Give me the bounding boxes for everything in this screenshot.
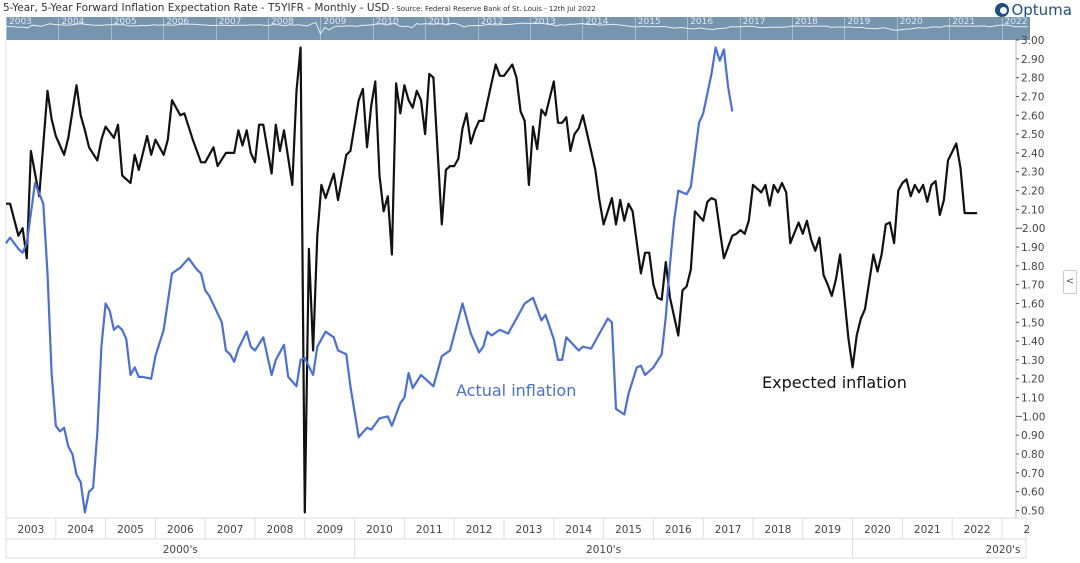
source-text: - Source: Federal Reserve Bank of St. Lo… (389, 5, 596, 13)
x-tick-label: 2010 (366, 524, 393, 536)
x-tick-label: 2004 (67, 524, 94, 536)
chart-title: 5-Year, 5-Year Forward Inflation Expecta… (3, 2, 596, 14)
y-tick-label: 2.60 (1021, 110, 1044, 122)
y-tick-label: 2.20 (1021, 186, 1044, 198)
navigator-year-label: 2021 (949, 17, 975, 40)
x-tick-label: 2011 (416, 524, 443, 536)
x-tick-label: 2003 (18, 524, 45, 536)
y-tick-label: 1.50 (1021, 317, 1044, 329)
x-tick-label: 2022 (964, 524, 991, 536)
actual-inflation-label: Actual inflation (456, 381, 576, 400)
x-tick-label: 2020 (864, 524, 891, 536)
navigator-year-label: 2013 (530, 17, 556, 40)
y-tick-label: 1.40 (1021, 336, 1044, 348)
actual-inflation-line (5, 46, 734, 514)
expected-inflation-label: Expected inflation (762, 373, 907, 392)
navigator-year-label: 2006 (163, 17, 189, 40)
y-tick-label: 1.90 (1021, 242, 1044, 254)
logo-mark-icon (995, 3, 1010, 17)
x-tick-label: 2 (1024, 524, 1031, 536)
navigator-year-label: 2019 (844, 17, 870, 40)
x-tick-label: 2016 (665, 524, 692, 536)
x-tick-label: 2018 (765, 524, 792, 536)
y-tick-label: 1.00 (1022, 411, 1045, 423)
y-tick-label: 2.90 (1021, 54, 1044, 66)
y-tick-label: 0.70 (1021, 468, 1044, 480)
navigator-line (6, 22, 1028, 35)
logo-text: Optuma (1011, 1, 1072, 19)
y-tick-label: 1.70 (1021, 280, 1044, 292)
navigator-year-label: 2012 (477, 17, 504, 40)
navigator-year-label: 2022 (1001, 17, 1028, 40)
decade-label: 2010's (586, 544, 621, 556)
y-tick-label: 1.60 (1021, 298, 1044, 310)
navigator-year-label: 2008 (268, 17, 294, 40)
decade-label: 2000's (163, 544, 198, 556)
y-tick-label: 2.30 (1021, 167, 1044, 179)
x-tick-label: 2007 (217, 524, 244, 536)
navigator-year-label: 2018 (792, 17, 818, 40)
navigator-year-label: 2004 (58, 17, 84, 40)
decade-label: 2020's (985, 544, 1020, 556)
y-tick-label: 2.40 (1021, 148, 1044, 160)
y-tick-label: 0.50 (1021, 505, 1044, 517)
x-tick-label: 2013 (516, 524, 543, 536)
y-tick-label: 0.60 (1021, 487, 1044, 499)
x-axis-box (5, 517, 1027, 559)
navigator-year-label: 2020 (896, 17, 923, 40)
collapse-panel-button[interactable]: < (1063, 270, 1077, 294)
title-text: 5-Year, 5-Year Forward Inflation Expecta… (3, 2, 390, 14)
y-tick-label: 2.80 (1021, 73, 1044, 85)
y-tick-label: 0.90 (1021, 430, 1044, 442)
y-tick-label: 2.00 (1022, 223, 1045, 235)
navigator-year-label: 2009 (320, 17, 346, 40)
y-tick-label: 0.80 (1021, 449, 1044, 461)
x-tick-label: 2008 (267, 524, 294, 536)
navigator-year-label: 2010 (372, 17, 399, 40)
navigator-bar[interactable]: 2003 2004 2005 2006 2007 2008 2009 2010 2011 2012… (6, 17, 1030, 40)
navigator-year-label: 2015 (634, 17, 661, 40)
x-tick-label: 2012 (466, 524, 493, 536)
expected-inflation-line (6, 46, 978, 514)
y-tick-label: 3.00 (1021, 35, 1044, 47)
x-tick-label: 2006 (167, 524, 194, 536)
y-tick-label: 2.10 (1021, 204, 1044, 216)
x-tick-label: 2019 (814, 524, 841, 536)
x-tick-label: 2005 (117, 524, 144, 536)
navigator-year-label: 2003 (6, 17, 32, 40)
x-tick-label: 2015 (615, 524, 642, 536)
y-tick-label: 2.70 (1021, 91, 1044, 103)
navigator-year-label: 2005 (110, 17, 137, 40)
optuma-logo: Optuma (995, 1, 1072, 19)
x-tick-label: 2021 (914, 524, 941, 536)
navigator-year-label: 2014 (582, 17, 608, 40)
navigator-year-label: 2011 (425, 17, 451, 40)
y-tick-label: 1.20 (1021, 374, 1044, 386)
navigator-year-label: 2007 (215, 17, 242, 40)
x-tick-label: 2014 (565, 524, 592, 536)
navigator-year-label: 2017 (739, 17, 766, 40)
y-tick-label: 2.50 (1021, 129, 1044, 141)
y-tick-label: 1.80 (1021, 261, 1044, 273)
y-tick-label: 1.10 (1021, 393, 1044, 405)
navigator-overview-line (6, 22, 1028, 35)
y-tick-label: 1.30 (1021, 355, 1044, 367)
x-tick-label: 2017 (715, 524, 742, 536)
x-tick-label: 2009 (316, 524, 343, 536)
